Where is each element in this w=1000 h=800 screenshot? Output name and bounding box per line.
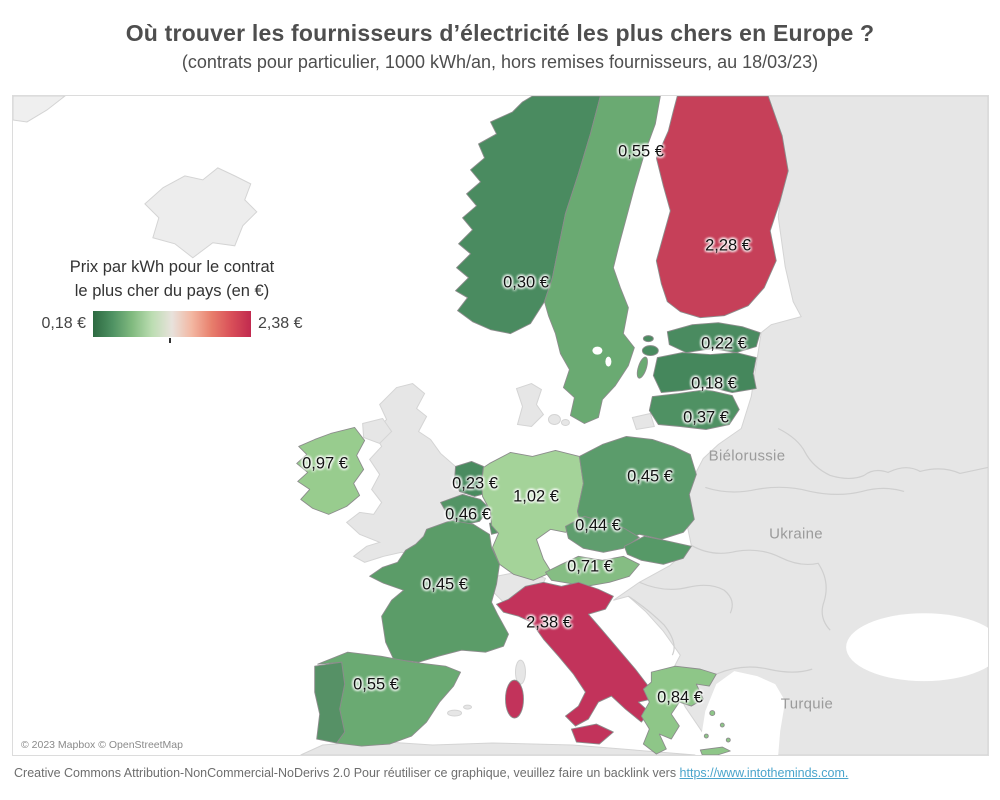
legend-tick <box>168 337 171 343</box>
country-germany[interactable] <box>481 450 584 581</box>
country-austria[interactable] <box>545 555 640 587</box>
legend-max-label: 2,38 € <box>258 314 303 332</box>
border-russia-belarus <box>777 427 865 480</box>
border-ukraine-russia <box>863 466 988 476</box>
land-eastern-europe-russia <box>613 96 988 755</box>
land-denmark <box>515 383 545 428</box>
country-belgium[interactable] <box>440 493 490 526</box>
lake-vanern <box>592 346 603 355</box>
land-denmark-island <box>547 414 561 426</box>
header: Où trouver les fournisseurs d’électricit… <box>0 0 1000 73</box>
legend-color-ramp <box>93 310 251 343</box>
border-hungary <box>639 581 733 614</box>
aegean-sea <box>698 671 786 755</box>
border-croatia-bosnia <box>628 595 675 656</box>
land-uk <box>345 383 471 563</box>
map-canvas[interactable]: 0,30 €0,55 €2,28 €0,22 €0,18 €0,37 €0,97… <box>12 95 989 756</box>
land-balearic-2 <box>463 704 473 710</box>
map-attribution: © 2023 Mapbox © OpenStreetMap <box>16 738 188 752</box>
legend-title-line1: Prix par kWh pour le contrat <box>69 258 275 276</box>
border-belarus-ukraine <box>705 486 905 495</box>
country-slovakia[interactable] <box>623 535 692 565</box>
greek-island-3[interactable] <box>703 733 709 739</box>
black-sea <box>846 613 988 682</box>
island-gotland[interactable] <box>635 356 649 379</box>
country-greece[interactable] <box>640 665 717 755</box>
footer-backlink[interactable]: https://www.intotheminds.com. <box>679 766 849 780</box>
legend-title-line2: le plus cher du pays (en €) <box>74 281 270 300</box>
land-denmark-island-2 <box>560 419 570 426</box>
land-balearic <box>447 709 463 717</box>
island-crete[interactable] <box>699 746 731 755</box>
border-bulgaria-greece <box>716 666 813 675</box>
country-france[interactable] <box>369 519 509 663</box>
footer-license-text: Creative Commons Attribution-NonCommerci… <box>14 766 680 780</box>
lake-vattern <box>605 356 612 367</box>
land-iceland <box>144 167 258 259</box>
legend-min-label: 0,18 € <box>41 314 86 332</box>
europe-map[interactable] <box>13 96 988 755</box>
country-italy[interactable] <box>496 581 652 727</box>
country-estonia[interactable] <box>666 322 761 354</box>
island-sicily[interactable] <box>570 723 614 745</box>
country-portugal[interactable] <box>314 661 346 744</box>
country-finland[interactable] <box>655 96 789 319</box>
border-romania-ukraine <box>691 544 831 631</box>
map-legend: Prix par kWh pour le contrat le plus che… <box>21 256 323 343</box>
land-northern-ireland <box>362 417 393 445</box>
greek-island-4[interactable] <box>725 737 731 743</box>
land-greenland-corner <box>13 96 66 123</box>
island-sardinia[interactable] <box>505 679 524 719</box>
greek-island[interactable] <box>709 710 716 717</box>
country-latvia[interactable] <box>652 352 757 393</box>
greek-island-2[interactable] <box>719 722 725 728</box>
land-kaliningrad <box>631 412 655 431</box>
country-lithuania[interactable] <box>648 389 740 430</box>
footer: Creative Commons Attribution-NonCommerci… <box>14 766 848 780</box>
island-saaremaa[interactable] <box>641 345 659 357</box>
country-ireland[interactable] <box>296 427 366 515</box>
page-title: Où trouver les fournisseurs d’électricit… <box>125 20 875 46</box>
page-subtitle: (contrats pour particulier, 1000 kWh/an,… <box>181 52 819 72</box>
island-hiiumaa[interactable] <box>642 335 654 343</box>
country-sweden[interactable] <box>544 96 661 424</box>
land-north-africa <box>300 740 696 755</box>
